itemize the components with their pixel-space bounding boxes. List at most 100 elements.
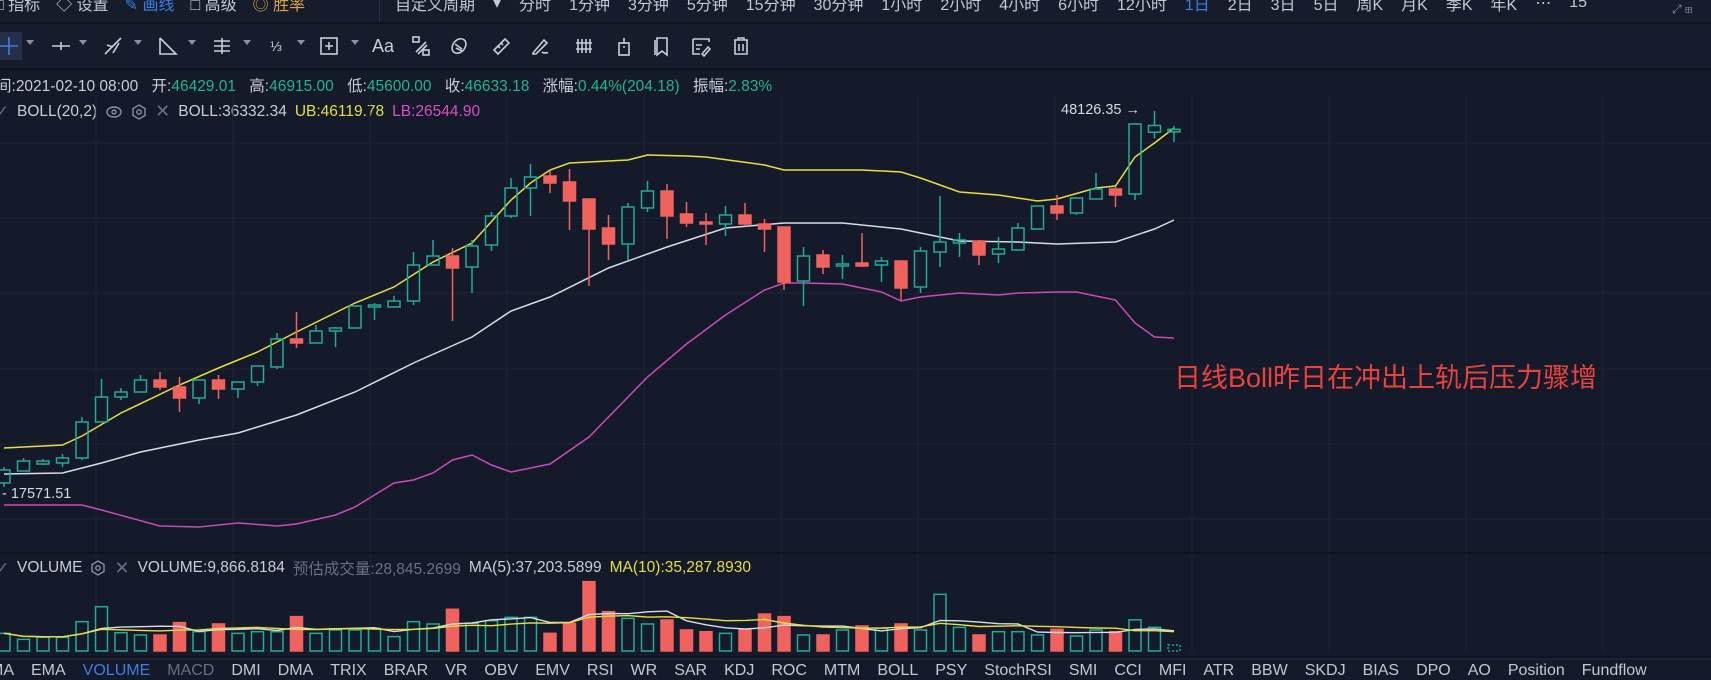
brush-link-icon[interactable] <box>446 32 472 60</box>
period-22[interactable]: 15 <box>1569 0 1588 11</box>
tab-volume[interactable]: VOLUME <box>82 662 151 679</box>
bookmark-icon[interactable] <box>649 32 675 60</box>
tab-mtm[interactable]: MTM <box>823 662 861 679</box>
chevron-down-icon[interactable] <box>79 40 87 45</box>
tab-psy[interactable]: PSY <box>935 662 968 679</box>
tab-dpo[interactable]: DPO <box>1416 662 1451 679</box>
draw-menu[interactable]: ✎ 画线 <box>124 0 175 14</box>
tab-mfi[interactable]: MFI <box>1158 662 1187 679</box>
period-20[interactable]: 年K <box>1490 0 1518 14</box>
tab-macd[interactable]: MACD <box>167 662 215 679</box>
period-11[interactable]: 6小时 <box>1058 0 1100 14</box>
period-13[interactable]: 1日 <box>1184 0 1210 14</box>
close-icon[interactable]: ✕ <box>114 557 130 578</box>
candle <box>562 169 577 231</box>
trend-line-icon[interactable] <box>100 32 126 60</box>
gear-icon[interactable] <box>131 103 147 120</box>
period-18[interactable]: 月K <box>1401 0 1428 14</box>
period-12[interactable]: 12小时 <box>1117 0 1167 14</box>
fibonacci-icon[interactable]: ⅓ <box>270 38 282 54</box>
settings-menu[interactable]: ◇ 设置 <box>56 0 109 14</box>
tab-position[interactable]: Position <box>1507 662 1565 679</box>
volume-bar <box>874 627 889 652</box>
pencil-icon[interactable] <box>527 32 553 60</box>
collapse-icon[interactable]: ✓ <box>0 559 9 577</box>
period-5[interactable]: 5分钟 <box>686 0 728 14</box>
chevron-down-icon[interactable] <box>297 40 305 45</box>
indicator-menu[interactable]: □ 指标 <box>0 0 41 14</box>
tab-sar[interactable]: SAR <box>674 662 708 679</box>
period-14[interactable]: 2日 <box>1227 0 1253 14</box>
period-17[interactable]: 周K <box>1356 0 1384 14</box>
trash-icon[interactable] <box>728 32 754 60</box>
tab-bias[interactable]: BIAS <box>1362 662 1400 679</box>
chevron-down-icon[interactable] <box>351 40 359 45</box>
candle <box>972 239 986 266</box>
horizontal-line-icon[interactable] <box>48 32 74 60</box>
tab-brar[interactable]: BRAR <box>383 662 429 679</box>
close-icon[interactable]: ✕ <box>155 101 171 121</box>
tab-vr[interactable]: VR <box>445 662 468 679</box>
fullscreen-icon[interactable]: ⤢ ⊞ <box>1672 2 1693 16</box>
period-10[interactable]: 4小时 <box>999 0 1041 14</box>
pattern-icon[interactable] <box>408 32 434 60</box>
candle-body <box>777 226 791 283</box>
gear-icon[interactable] <box>90 560 106 576</box>
advanced-menu[interactable]: □ 高级 <box>190 0 237 14</box>
period-2[interactable]: 分时 <box>519 0 552 14</box>
lock-icon[interactable] <box>611 32 637 60</box>
measure-box-icon[interactable] <box>316 32 342 60</box>
tab-ao[interactable]: AO <box>1467 662 1491 679</box>
tab-roc[interactable]: ROC <box>771 662 807 679</box>
chevron-down-icon[interactable] <box>134 40 142 45</box>
tab-dmi[interactable]: DMI <box>231 662 261 679</box>
edit-list-icon[interactable] <box>688 32 714 60</box>
period-6[interactable]: 15分钟 <box>745 0 796 14</box>
tab-emv[interactable]: EMV <box>535 662 570 679</box>
period-4[interactable]: 3分钟 <box>627 0 669 14</box>
ruler-icon[interactable] <box>488 32 514 60</box>
eye-icon[interactable] <box>105 105 123 119</box>
tab-atr[interactable]: ATR <box>1203 662 1235 679</box>
winrate-menu[interactable]: ◎ 胜率 <box>252 0 306 14</box>
collapse-icon[interactable]: ✓ <box>0 103 9 120</box>
tab-kdj[interactable]: KDJ <box>724 662 755 679</box>
period-1[interactable]: ▾ <box>493 0 502 12</box>
tab-wr[interactable]: WR <box>630 662 658 679</box>
text-tool-button[interactable]: Aa <box>371 35 395 56</box>
tab-dma[interactable]: DMA <box>277 662 314 679</box>
candle-body <box>348 305 362 329</box>
period-16[interactable]: 5日 <box>1313 0 1339 14</box>
chevron-down-icon[interactable] <box>188 40 196 45</box>
tab-fundflow[interactable]: Fundflow <box>1581 662 1647 679</box>
period-9[interactable]: 2小时 <box>940 0 982 14</box>
candle-body <box>894 260 908 289</box>
parallel-channel-icon[interactable] <box>209 32 235 60</box>
tab-skdj[interactable]: SKDJ <box>1304 662 1346 679</box>
tab-bbw[interactable]: BBW <box>1251 662 1288 679</box>
tab-ma[interactable]: MA <box>0 662 14 679</box>
period-3[interactable]: 1分钟 <box>569 0 610 14</box>
period-15[interactable]: 3日 <box>1270 0 1296 14</box>
period-0[interactable]: 自定义周期 <box>395 0 476 14</box>
period-7[interactable]: 30分钟 <box>813 0 864 14</box>
tab-obv[interactable]: OBV <box>484 662 519 679</box>
crosshair-icon[interactable] <box>0 32 22 60</box>
chevron-down-icon[interactable] <box>26 40 34 45</box>
tab-ema[interactable]: EMA <box>31 662 66 679</box>
volume-bar <box>445 608 460 652</box>
tab-trix[interactable]: TRIX <box>330 662 367 679</box>
chevron-down-icon[interactable] <box>243 40 251 45</box>
period-8[interactable]: 1小时 <box>881 0 923 14</box>
angle-icon[interactable] <box>154 32 180 60</box>
boll-lb-value: LB:26544.90 <box>392 102 481 120</box>
period-19[interactable]: 季K <box>1445 0 1473 14</box>
tab-stochrsi[interactable]: StochRSI <box>984 662 1052 679</box>
period-21[interactable]: ⋯ <box>1535 0 1552 12</box>
tab-boll[interactable]: BOLL <box>877 662 919 679</box>
tab-rsi[interactable]: RSI <box>586 662 614 679</box>
price-range-icon[interactable] <box>571 32 597 60</box>
tab-smi[interactable]: SMI <box>1068 662 1098 679</box>
tab-cci[interactable]: CCI <box>1114 662 1142 679</box>
